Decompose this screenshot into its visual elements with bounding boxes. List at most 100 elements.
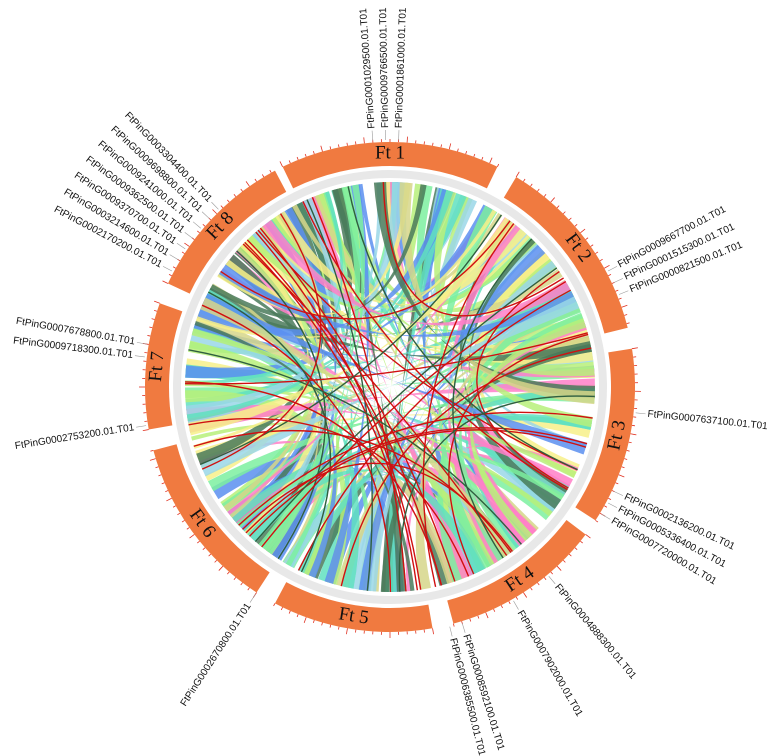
link [221,304,581,512]
tick [624,314,628,316]
tick [608,274,612,277]
link [242,243,508,556]
link [259,227,456,582]
tick [240,188,243,192]
chromosome-label: Ft 7 [145,351,169,383]
inner-ring [173,170,607,604]
link [247,235,537,314]
gene-label: FtPinG0001029500.01.T01 [358,7,377,129]
tick [493,608,496,612]
tick [523,178,526,182]
link [238,411,593,526]
link [242,462,513,552]
tick [338,626,340,630]
tick [550,197,555,203]
link [236,250,326,560]
tick [168,274,172,277]
tick [320,145,323,152]
tick [599,258,603,262]
link [207,291,332,573]
tick [202,223,206,227]
tick [590,244,594,247]
tick [149,458,156,461]
chromosome-band [274,582,433,632]
tick [523,592,528,598]
tick [537,582,540,586]
link [468,239,568,493]
link [185,332,588,385]
link [196,188,456,336]
label-connector [184,232,193,239]
tick [497,163,500,167]
tick [608,497,612,500]
link [185,283,573,379]
tick [338,144,340,148]
tick [568,217,572,221]
tick [202,547,206,551]
link [196,209,497,339]
link [188,417,470,577]
link [353,197,477,591]
label-connector [136,425,147,428]
tick [280,607,283,611]
tick [329,146,332,150]
tick [595,251,599,254]
tick [189,534,195,539]
tick [615,289,619,292]
label-connector [176,243,186,250]
tick [226,199,230,203]
tick [226,571,230,575]
chromosome-label: Ft 1 [375,142,405,163]
links [185,182,595,593]
chromosome-label: Ft 5 [337,603,370,628]
tick [618,297,622,300]
tick [580,540,583,544]
tick [473,153,476,157]
tick [172,266,176,269]
tick [562,211,566,215]
label-connector [201,211,210,219]
tick [485,612,489,619]
tick [212,209,218,215]
tick [149,326,153,329]
link [464,227,569,491]
tick [214,559,218,563]
tick [481,156,484,160]
tick [181,251,185,254]
tick [595,520,599,523]
chromosome-band [153,444,270,593]
tick [184,242,190,247]
label-connector [134,355,145,358]
tick [220,205,224,209]
tick [630,433,637,436]
link [257,229,578,471]
link [297,289,572,571]
tick [288,160,291,164]
tick [172,505,176,508]
gene-label: FtPinG0009766500.01.T01 [378,7,391,128]
tick [574,223,578,227]
tick [240,582,243,586]
tick [245,181,250,187]
tick [197,540,200,544]
link [254,267,558,543]
tick [432,142,434,146]
tick [440,144,442,148]
link [204,242,309,482]
link [311,196,407,592]
tick [585,237,589,240]
tick [186,527,190,530]
label-connector [192,221,201,229]
tick [312,151,315,155]
chromosome-band [575,348,635,521]
link [459,219,562,509]
tick [296,614,299,618]
tick [288,610,291,614]
tick [269,169,272,173]
gene-label: FtPinG0001861000.01.T01 [394,7,409,128]
link [249,429,587,537]
tick [618,474,625,478]
link [205,287,592,362]
label-connector [162,266,173,272]
link [245,427,588,534]
